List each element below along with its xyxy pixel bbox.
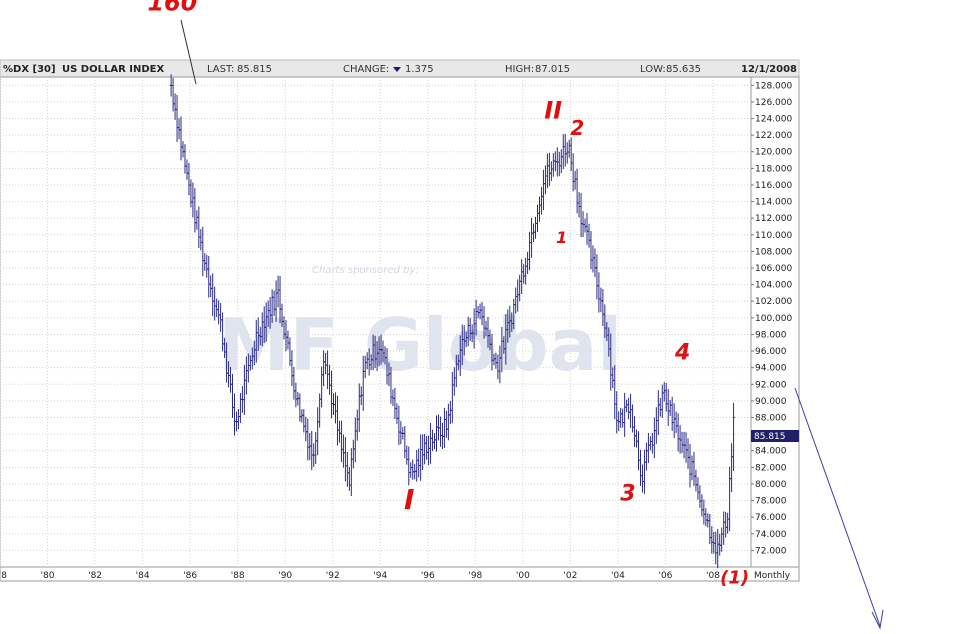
change-label: CHANGE:	[343, 64, 389, 75]
y-tick-label: 98.000	[755, 330, 787, 340]
projection-arrow-line	[794, 387, 881, 627]
wave-annotation: 1	[556, 228, 567, 247]
last-label: LAST:	[207, 64, 234, 75]
y-tick-label: 124.000	[755, 115, 792, 125]
wave-annotation: 160	[147, 0, 197, 17]
x-tick-label: '96	[421, 571, 435, 581]
low-value: 85.635	[666, 64, 701, 75]
y-tick-label: 104.000	[755, 281, 792, 291]
last-price-tag	[751, 430, 799, 442]
low-label: LOW:	[640, 64, 666, 75]
y-tick-label: 80.000	[755, 480, 787, 490]
pointer-line	[180, 19, 197, 85]
grid-lines	[0, 77, 751, 567]
x-tick-label: '04	[611, 571, 625, 581]
y-tick-label: 84.000	[755, 447, 787, 457]
y-tick-label: 116.000	[755, 181, 792, 191]
change-value: 1.375	[405, 64, 434, 75]
y-tick-label: 72.000	[755, 546, 787, 556]
x-tick-label: '88	[231, 571, 245, 581]
last-value: 85.815	[237, 64, 272, 75]
y-tick-label: 76.000	[755, 513, 787, 523]
sponsor-watermark-text: Charts sponsored by:	[312, 265, 419, 276]
y-tick-label: 78.000	[755, 497, 787, 507]
y-tick-label: 74.000	[755, 530, 787, 540]
high-value: 87.015	[535, 64, 570, 75]
x-axis-panel	[0, 566, 800, 582]
symbol-label: %DX [30]	[3, 64, 56, 75]
y-tick-label: 114.000	[755, 198, 792, 208]
y-axis-panel	[750, 76, 800, 568]
wave-annotation: 4	[674, 340, 690, 365]
y-tick-label: 120.000	[755, 148, 792, 158]
wave-annotation: II	[544, 97, 562, 125]
x-tick-label: '00	[516, 571, 530, 581]
x-tick-label: '86	[183, 571, 197, 581]
y-tick-label: 106.000	[755, 264, 792, 274]
y-tick-label: 92.000	[755, 380, 787, 390]
y-tick-label: 112.000	[755, 214, 792, 224]
y-tick-label: 100.000	[755, 314, 792, 324]
y-tick-label: 102.000	[755, 297, 792, 307]
y-tick-label: 128.000	[755, 81, 792, 91]
x-tick-label: '80	[41, 571, 55, 581]
y-tick-label: 110.000	[755, 231, 792, 241]
sponsor-watermark-logo: MF Global	[218, 303, 622, 387]
projection-arrowhead	[871, 609, 884, 630]
wave-annotation: I	[404, 483, 414, 516]
chart-date: 12/1/2008	[741, 64, 797, 75]
last-price-tag-text: 85.815	[754, 432, 786, 442]
y-axis-ticks: 72.000 74.000 76.000 78.000 80.000 82.000 84.0…	[751, 81, 792, 556]
wave-annotation: 2	[570, 116, 584, 140]
change-down-icon	[393, 67, 401, 72]
y-tick-label: 126.000	[755, 98, 792, 108]
y-tick-label: 94.000	[755, 364, 787, 374]
wave-annotation: (1)	[720, 568, 749, 589]
y-tick-label: 122.000	[755, 131, 792, 141]
x-tick-label: '78	[0, 571, 7, 581]
wave-annotation: 3	[620, 482, 635, 507]
x-tick-label: '90	[278, 571, 292, 581]
x-tick-label: '84	[136, 571, 150, 581]
y-tick-label: 82.000	[755, 463, 787, 473]
plot-area	[0, 76, 752, 568]
x-tick-label: '08	[706, 571, 720, 581]
y-tick-label: 96.000	[755, 347, 787, 357]
ohlc-bar	[732, 402, 736, 472]
y-tick-label: 118.000	[755, 164, 792, 174]
y-tick-label: 90.000	[755, 397, 787, 407]
price-bars	[169, 74, 736, 569]
x-tick-label: '98	[468, 571, 482, 581]
x-tick-label: '82	[88, 571, 102, 581]
y-tick-label: 108.000	[755, 247, 792, 257]
x-tick-label: '06	[658, 571, 672, 581]
instrument-name: US DOLLAR INDEX	[62, 64, 164, 75]
x-tick-label: '94	[373, 571, 387, 581]
y-tick-label: 88.000	[755, 414, 787, 424]
x-tick-label: '92	[326, 571, 340, 581]
period-label: Monthly	[754, 571, 791, 581]
x-tick-label: '02	[563, 571, 577, 581]
x-axis-ticks: '78 '80 '82 '84 '86 '88 '90 '92 '94 '96 '98 '00 '02 '…	[0, 571, 720, 581]
high-label: HIGH:	[505, 64, 534, 75]
